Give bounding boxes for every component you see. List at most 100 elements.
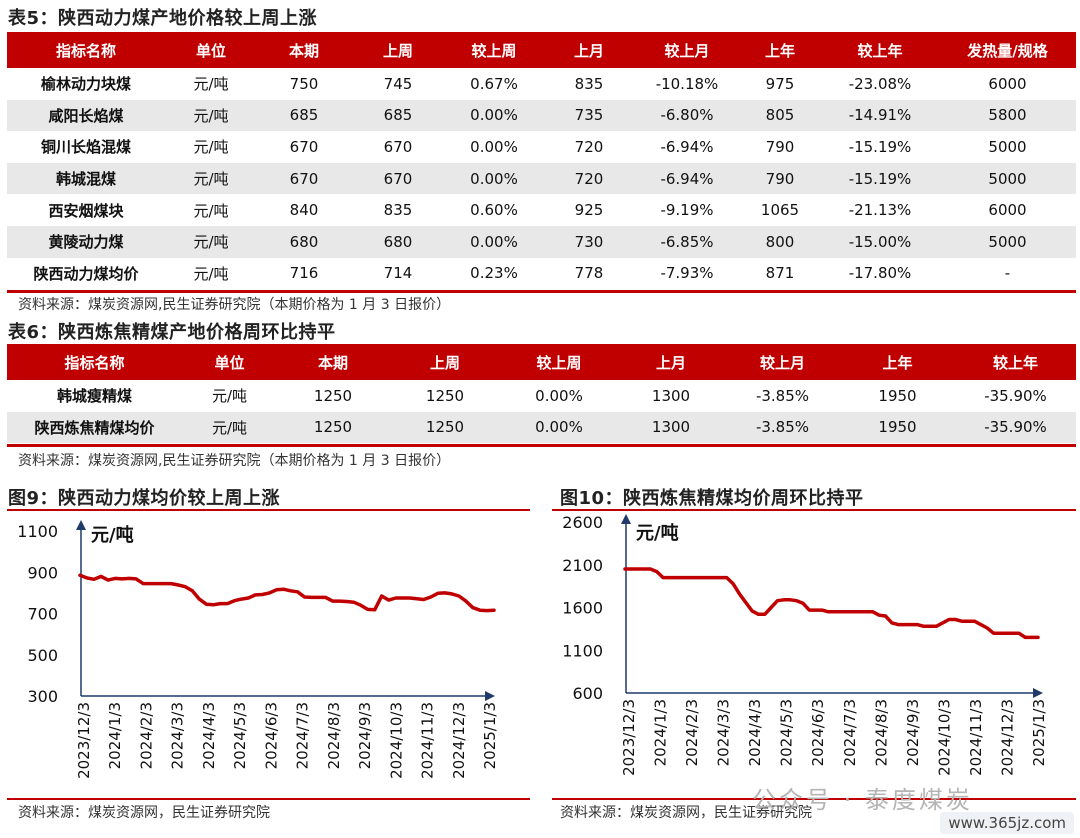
table-cell: 0.67% bbox=[470, 74, 518, 93]
column-header: 上月 bbox=[543, 32, 635, 68]
column-header: 上年 bbox=[739, 32, 821, 68]
table-cell: 0.00% bbox=[445, 162, 543, 195]
table-cell: 0.00% bbox=[501, 411, 617, 444]
site-badge: www.365jz.com bbox=[940, 812, 1074, 834]
table5-bottom-rule bbox=[7, 290, 1076, 293]
column-header: 上周 bbox=[351, 32, 445, 68]
table-cell: -17.80% bbox=[848, 264, 912, 283]
table-cell: 730 bbox=[543, 225, 635, 258]
row-name-cell: 西安烟煤块 bbox=[48, 201, 124, 220]
column-header: 指标名称 bbox=[7, 344, 182, 380]
table-cell: 835 bbox=[574, 74, 604, 93]
y-tick-label: 900 bbox=[27, 563, 58, 582]
x-tick-label: 2024/2/3 bbox=[137, 702, 155, 769]
chart10-plot: 600 1100 1600 2100 2600 元/吨 2023/12/3 2024/1/3 2… bbox=[562, 513, 1048, 776]
y-tick-label: 600 bbox=[572, 684, 603, 703]
column-header: 本期 bbox=[277, 344, 389, 380]
chart9-source: 资料来源：煤炭资源网，民生证券研究院 bbox=[18, 805, 270, 821]
x-tick-label: 2024/6/3 bbox=[809, 699, 827, 766]
table-cell: -15.19% bbox=[848, 137, 912, 156]
table6-title: 表6：陕西炼焦精煤产地价格周环比持平 bbox=[8, 322, 336, 343]
table-cell: 6000 bbox=[988, 201, 1027, 220]
table-cell: -6.94% bbox=[635, 162, 739, 195]
table5-title: 表5：陕西动力煤产地价格较上周上涨 bbox=[8, 8, 318, 29]
row-name-cell: 陕西炼焦精煤均价 bbox=[7, 411, 182, 444]
y-tick-label: 1100 bbox=[17, 522, 58, 541]
x-tick-label: 2024/12/3 bbox=[450, 702, 468, 779]
table6-header-row: 指标名称 单位 本期 上周 较上周 上月 较上月 上年 较上年 bbox=[7, 344, 1076, 380]
y-tick-label: 1600 bbox=[562, 599, 603, 618]
table-cell: 元/吨 bbox=[193, 138, 229, 157]
chart10-title: 图10：陕西炼焦精煤均价周环比持平 bbox=[560, 488, 864, 509]
chart9-bottom-rule bbox=[7, 798, 530, 800]
table-row: 铜川长焰混煤 元/吨 670 670 0.00% 720 -6.94% 790 -15.19% 5… bbox=[7, 131, 1076, 163]
y-tick-label: 700 bbox=[27, 605, 58, 624]
table-cell: -35.90% bbox=[955, 411, 1076, 444]
table-row: 西安烟煤块 元/吨 840 835 0.60% 925 -9.19% 1065 -21.13% 6… bbox=[7, 194, 1076, 226]
table-cell: -35.90% bbox=[984, 386, 1047, 405]
table-cell: 778 bbox=[574, 264, 604, 283]
table-cell: 元/吨 bbox=[165, 225, 257, 258]
y-axis-arrow bbox=[621, 514, 631, 524]
table-cell: -21.13% bbox=[848, 201, 912, 220]
table-cell: 720 bbox=[543, 162, 635, 195]
y-unit-label: 元/吨 bbox=[636, 522, 679, 544]
table5-source: 资料来源：煤炭资源网,民生证券研究院（本期价格为 1 月 3 日报价） bbox=[18, 297, 451, 313]
table-cell: - bbox=[1004, 264, 1011, 283]
table-cell: 1250 bbox=[425, 386, 465, 405]
column-header: 单位 bbox=[182, 344, 277, 380]
column-header: 较上周 bbox=[501, 344, 617, 380]
x-tick-label: 2023/12/3 bbox=[620, 699, 638, 776]
row-name-cell: 韩城混煤 bbox=[7, 162, 165, 195]
table-cell: -23.08% bbox=[848, 74, 912, 93]
table5: 指标名称 单位 本期 上周 较上周 上月 较上月 上年 较上年 发热量/规格 榆林动力块煤 元/吨 7… bbox=[7, 32, 1076, 289]
table-row: 陕西炼焦精煤均价 元/吨 1250 1250 0.00% 1300 -3.85% 1950 -3… bbox=[7, 411, 1076, 444]
row-name-cell: 铜川长焰混煤 bbox=[40, 138, 131, 157]
watermark-text: 公众号 · 泰度煤炭 bbox=[752, 786, 973, 814]
table-cell: 5000 bbox=[939, 225, 1076, 258]
x-tick-label: 2024/12/3 bbox=[998, 699, 1016, 776]
chart9-plot: 300 500 700 900 1100 元/吨 2023/12/3 2024/1/3 2024… bbox=[17, 520, 499, 779]
column-header: 指标名称 bbox=[7, 32, 165, 68]
column-header: 上年 bbox=[840, 344, 955, 380]
x-tick-label: 2024/5/3 bbox=[231, 702, 249, 769]
table-cell: 0.60% bbox=[470, 201, 518, 220]
table-row: 黄陵动力煤 元/吨 680 680 0.00% 730 -6.85% 800 -15.00% 50… bbox=[7, 225, 1076, 258]
table-cell: 0.23% bbox=[470, 264, 518, 283]
series-line bbox=[623, 567, 1040, 640]
column-header: 发热量/规格 bbox=[939, 32, 1076, 68]
column-header: 较上年 bbox=[821, 32, 939, 68]
x-tick-label: 2024/2/3 bbox=[683, 699, 701, 766]
x-tick-label: 2024/7/3 bbox=[294, 702, 312, 769]
x-tick-label: 2024/10/3 bbox=[387, 702, 405, 779]
row-name-cell: 榆林动力块煤 bbox=[40, 75, 131, 94]
y-axis-arrow bbox=[76, 520, 86, 530]
table-cell: -14.91% bbox=[821, 99, 939, 132]
table-cell: 1250 bbox=[389, 411, 501, 444]
row-name-cell: 陕西动力煤均价 bbox=[33, 264, 139, 283]
table-cell: 670 bbox=[383, 137, 413, 156]
table-cell: 750 bbox=[289, 74, 319, 93]
table-cell: 714 bbox=[383, 264, 413, 283]
x-tick-label: 2024/9/3 bbox=[904, 699, 922, 766]
table-cell: 805 bbox=[739, 99, 821, 132]
table-cell: 0.00% bbox=[445, 225, 543, 258]
table-cell: -10.18% bbox=[655, 74, 719, 93]
table-row: 咸阳长焰煤 元/吨 685 685 0.00% 735 -6.80% 805 -14.91% 58… bbox=[7, 99, 1076, 132]
table-cell: 790 bbox=[765, 137, 795, 156]
table-cell: 840 bbox=[289, 201, 319, 220]
table-cell: 5800 bbox=[939, 99, 1076, 132]
table-cell: 680 bbox=[257, 225, 351, 258]
x-tick-label: 2024/8/3 bbox=[325, 702, 343, 769]
x-tick-label: 2024/4/3 bbox=[746, 699, 764, 766]
table6: 指标名称 单位 本期 上周 较上周 上月 较上月 上年 较上年 韩城瘦精煤 元/吨 1250 1250… bbox=[7, 344, 1076, 444]
table-cell: 685 bbox=[351, 99, 445, 132]
table-cell: 元/吨 bbox=[211, 387, 248, 406]
table-cell: 元/吨 bbox=[193, 201, 229, 220]
table-cell: -15.19% bbox=[821, 162, 939, 195]
table-cell: 元/吨 bbox=[165, 162, 257, 195]
y-tick-label: 1100 bbox=[562, 641, 603, 660]
chart9-top-rule bbox=[7, 509, 530, 511]
column-header: 上月 bbox=[617, 344, 725, 380]
table-cell: 800 bbox=[739, 225, 821, 258]
